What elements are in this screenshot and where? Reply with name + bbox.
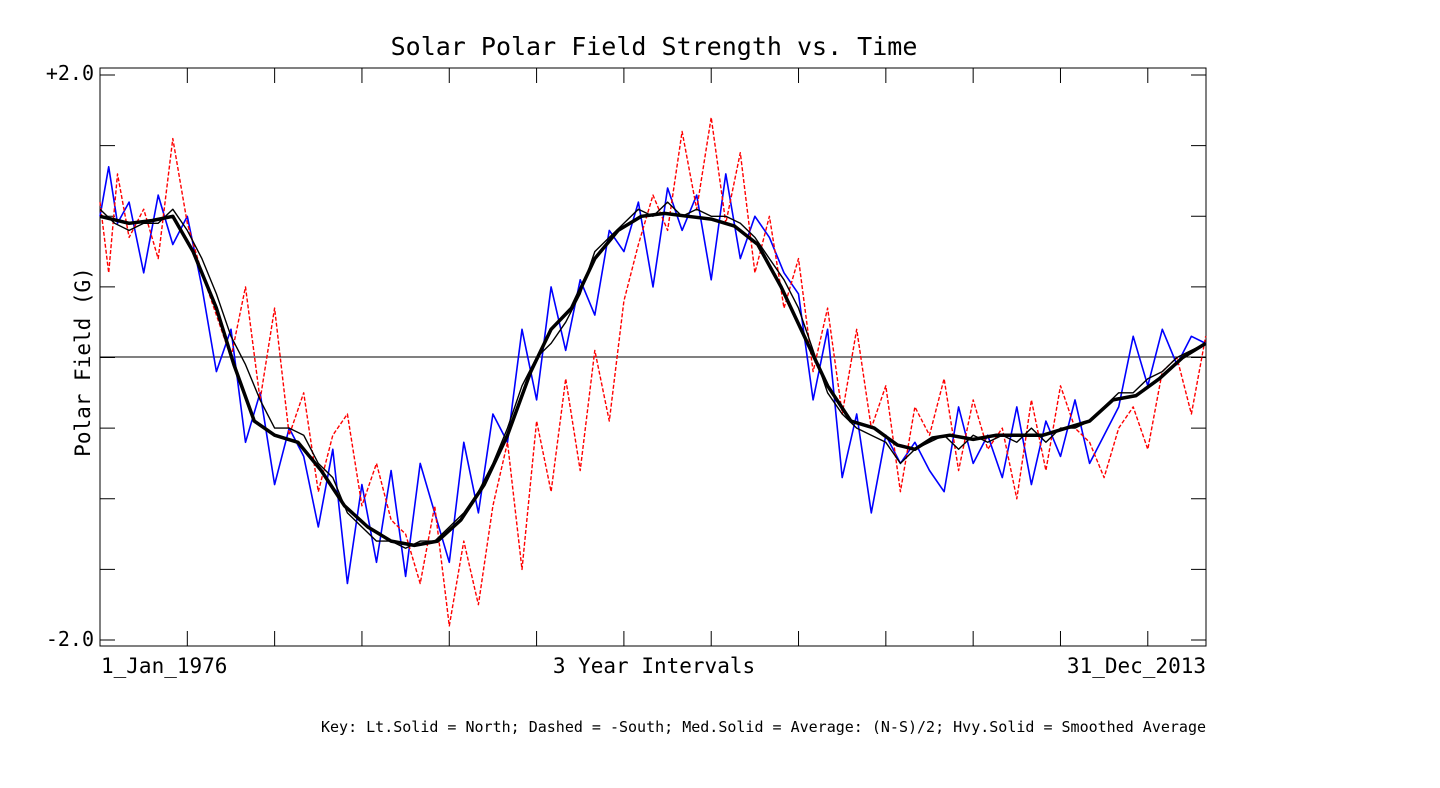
series-line-dashed xyxy=(99,116,1207,627)
x-axis-ticks xyxy=(186,68,1149,646)
chart-key: Key: Lt.Solid = North; Dashed = -South; … xyxy=(321,718,1206,736)
series-line-medium-solid xyxy=(99,201,1207,549)
chart-title: Solar Polar Field Strength vs. Time xyxy=(391,32,918,61)
x-end-label: 31_Dec_2013 xyxy=(1067,654,1206,678)
series-line-heavy-solid xyxy=(99,211,1207,548)
x-start-label: 1_Jan_1976 xyxy=(101,654,227,678)
y-axis-label: Polar Field (G) xyxy=(71,267,95,457)
series-line-light-solid xyxy=(99,166,1207,585)
x-axis-label: 3 Year Intervals xyxy=(553,654,755,678)
y-tick-label-bottom: -2.0 xyxy=(46,627,94,651)
y-axis-ticks xyxy=(100,74,1206,641)
series-layer xyxy=(99,116,1207,627)
y-tick-label-top: +2.0 xyxy=(46,61,94,85)
